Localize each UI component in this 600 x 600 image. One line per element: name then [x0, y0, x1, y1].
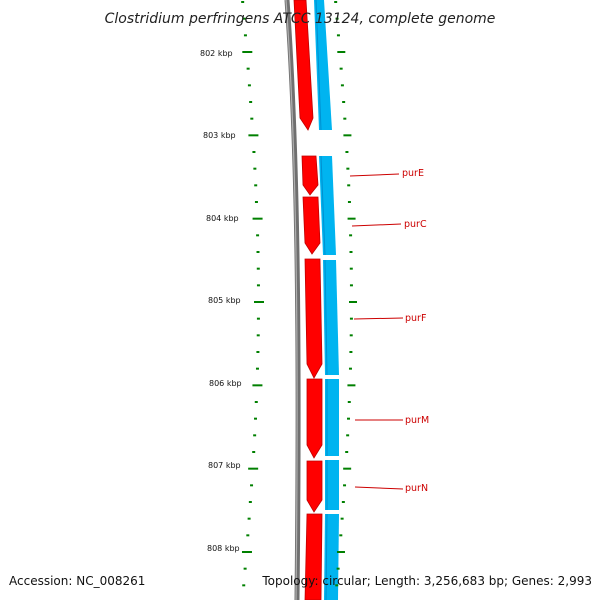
purN-callout-line	[354, 486, 404, 490]
reverse-feature	[314, 0, 332, 130]
kbp-label-805: 805 kbp	[208, 296, 241, 305]
forward-feature	[304, 513, 323, 600]
forward-feature-purE	[301, 155, 319, 196]
gene-label-purF: purF	[405, 313, 426, 324]
purF-callout-line	[353, 317, 404, 320]
genome-backbone	[284, 0, 301, 600]
reverse-feature	[319, 156, 336, 255]
reverse-feature	[324, 514, 339, 600]
kbp-label-803: 803 kbp	[203, 131, 236, 140]
gene-callouts	[349, 173, 404, 490]
genome-backbone-highlight	[285, 0, 298, 600]
purE-callout-line	[349, 173, 400, 177]
purC-callout-line	[351, 223, 402, 227]
kbp-tick-ruler	[241, 1, 357, 587]
forward-feature-purN	[306, 460, 323, 513]
kbp-label-807: 807 kbp	[208, 461, 241, 470]
gene-label-purC: purC	[404, 219, 427, 230]
forward-feature-purM	[306, 378, 323, 459]
kbp-label-808: 808 kbp	[207, 544, 240, 553]
genome-stats-text: Topology: circular; Length: 3,256,683 bp…	[262, 574, 592, 588]
forward-feature	[293, 0, 314, 131]
reverse-strand-edge	[315, 0, 328, 600]
reverse-feature	[325, 379, 339, 456]
forward-feature-purC	[302, 196, 321, 255]
gene-label-purN: purN	[405, 483, 428, 494]
gene-label-purE: purE	[402, 168, 424, 179]
accession-text: Accession: NC_008261	[9, 574, 146, 588]
forward-feature-purF	[304, 258, 323, 379]
map-title: Clostridium perfringens ATCC 13124, comp…	[105, 11, 496, 27]
kbp-label-806: 806 kbp	[209, 379, 242, 388]
gene-label-purM: purM	[405, 415, 429, 426]
forward-strand-track	[293, 0, 323, 600]
reverse-feature	[325, 460, 339, 510]
kbp-label-802: 802 kbp	[200, 49, 233, 58]
kbp-label-804: 804 kbp	[206, 214, 239, 223]
